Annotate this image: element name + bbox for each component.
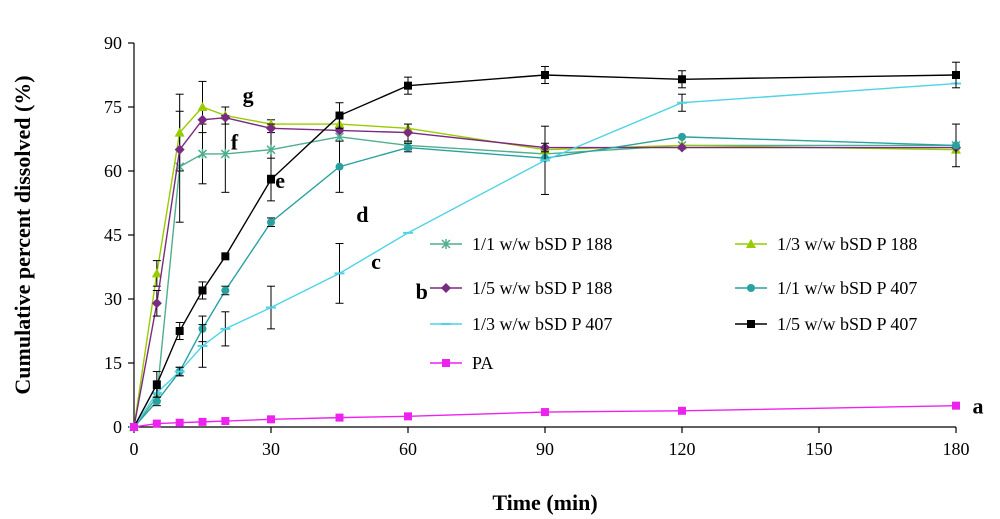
series-group: e gf c b d a bbox=[129, 61, 984, 432]
data-point bbox=[198, 417, 207, 426]
data-point bbox=[152, 397, 161, 406]
legend-item-5: 1/5 w/w bSD P 407 bbox=[735, 314, 917, 334]
legend-label: 1/1 w/w bSD P 407 bbox=[777, 278, 917, 298]
data-point bbox=[174, 127, 185, 137]
data-point bbox=[266, 123, 276, 134]
legend-marker bbox=[746, 239, 756, 248]
curve-label: c bbox=[371, 249, 381, 274]
legend-item-0: 1/1 w/w bSD P 188 bbox=[430, 234, 612, 254]
curve-label: e bbox=[275, 168, 285, 193]
legend-item-6: PA bbox=[430, 353, 493, 373]
curve-label: a bbox=[973, 394, 984, 419]
data-point bbox=[404, 81, 412, 90]
x-tick-label: 30 bbox=[262, 439, 280, 459]
data-point bbox=[678, 406, 686, 415]
data-point bbox=[541, 408, 549, 417]
legend-marker bbox=[747, 320, 755, 328]
data-point bbox=[198, 286, 207, 295]
x-tick-label: 60 bbox=[399, 439, 417, 459]
data-point bbox=[151, 298, 162, 309]
data-point bbox=[404, 412, 412, 421]
legend-marker bbox=[441, 239, 451, 249]
data-point bbox=[335, 111, 344, 120]
data-point bbox=[678, 132, 686, 141]
legend-label: 1/5 w/w bSD P 407 bbox=[777, 314, 917, 334]
legend-label: 1/3 w/w bSD P 407 bbox=[472, 314, 612, 334]
y-tick-label: 75 bbox=[104, 97, 122, 117]
series-4: b bbox=[129, 82, 961, 428]
data-point bbox=[677, 142, 687, 153]
data-point bbox=[267, 175, 275, 184]
data-point bbox=[404, 143, 412, 152]
data-point bbox=[175, 418, 184, 427]
legend-marker bbox=[441, 283, 451, 293]
legend-item-1: 1/3 w/w bSD P 188 bbox=[735, 234, 917, 254]
data-point bbox=[335, 162, 344, 171]
legend-label: 1/5 w/w bSD P 188 bbox=[472, 278, 612, 298]
data-point bbox=[220, 112, 231, 123]
y-axis-title: Cumulative percent dissolved (%) bbox=[10, 75, 35, 394]
data-point bbox=[221, 286, 230, 295]
data-point bbox=[221, 252, 230, 261]
legend-item-3: 1/1 w/w bSD P 407 bbox=[735, 278, 917, 298]
data-point bbox=[403, 127, 413, 138]
y-tick-label: 60 bbox=[104, 161, 122, 181]
data-point bbox=[151, 268, 162, 278]
data-point bbox=[952, 141, 960, 150]
series-5: d bbox=[130, 61, 960, 431]
data-point bbox=[335, 413, 344, 422]
y-tick-label: 15 bbox=[104, 353, 122, 373]
y-tick-label: 45 bbox=[104, 225, 122, 245]
x-tick-label: 0 bbox=[130, 439, 139, 459]
curve-label: g bbox=[243, 83, 254, 108]
x-tick-label: 180 bbox=[943, 439, 970, 459]
data-point bbox=[266, 144, 276, 155]
data-point bbox=[541, 71, 549, 79]
y-tick-label: 90 bbox=[104, 33, 122, 53]
curve-label: b bbox=[416, 279, 428, 304]
x-tick-label: 90 bbox=[536, 439, 554, 459]
axes: 0 15 30 45 60 75 90 0 30 60 90 120 150 180 bbox=[104, 33, 970, 459]
data-point bbox=[197, 102, 208, 111]
x-axis-title: Time (min) bbox=[492, 490, 597, 515]
y-tick-label: 30 bbox=[104, 289, 122, 309]
x-tick-label: 120 bbox=[669, 439, 696, 459]
data-point bbox=[197, 148, 208, 159]
data-point bbox=[952, 401, 960, 410]
data-point bbox=[130, 423, 138, 431]
legend-marker bbox=[442, 359, 450, 367]
curve-label: d bbox=[356, 202, 368, 227]
legend-marker bbox=[747, 284, 755, 292]
legend-item-4: 1/3 w/w bSD P 407 bbox=[430, 314, 612, 334]
data-point bbox=[952, 71, 960, 79]
data-point bbox=[267, 218, 275, 227]
data-point bbox=[267, 415, 275, 424]
data-point bbox=[174, 144, 185, 155]
series-6: a bbox=[130, 394, 984, 431]
data-point bbox=[152, 380, 161, 389]
data-point bbox=[678, 75, 686, 84]
data-point bbox=[221, 417, 230, 426]
data-point bbox=[152, 419, 161, 428]
legend-item-2: 1/5 w/w bSD P 188 bbox=[430, 278, 612, 298]
legend-label: 1/1 w/w bSD P 188 bbox=[472, 234, 612, 254]
data-point bbox=[175, 327, 184, 335]
series-3: c bbox=[130, 123, 960, 431]
y-tick-label: 0 bbox=[113, 417, 122, 437]
x-tick-label: 150 bbox=[806, 439, 833, 459]
data-point bbox=[197, 114, 208, 125]
curve-label: f bbox=[231, 130, 239, 155]
data-point bbox=[220, 148, 230, 159]
legend-label: 1/3 w/w bSD P 188 bbox=[777, 234, 917, 254]
legend: 1/1 w/w bSD P 188 1/3 w/w bSD P 188 1/5 w/… bbox=[430, 234, 917, 373]
legend-label: PA bbox=[472, 353, 493, 373]
